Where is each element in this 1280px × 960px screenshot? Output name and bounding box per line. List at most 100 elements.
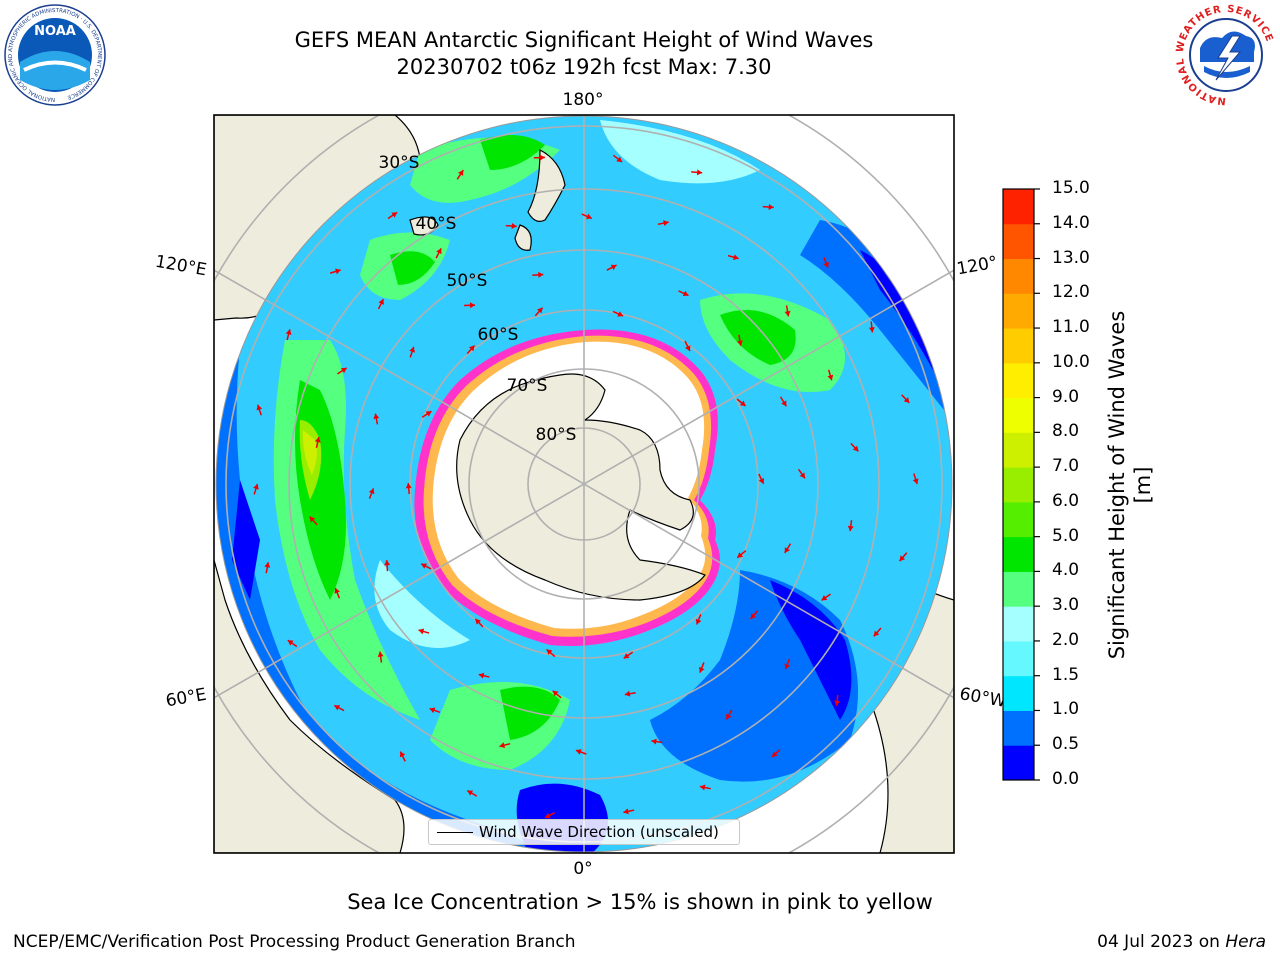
wind-wave-arrows: [194, 92, 977, 877]
wave-direction-arrowhead: [285, 329, 292, 335]
wave-direction-arrowhead: [784, 663, 791, 670]
wave-direction-arrowhead: [623, 653, 630, 659]
wave-direction-arrowhead: [781, 400, 787, 407]
wave-direction-arrowhead: [623, 808, 629, 815]
colorbar-band: [1003, 432, 1034, 468]
colorbar-band: [1003, 501, 1034, 538]
wave-direction-arrowhead: [873, 630, 880, 637]
wave-direction-arrowhead: [478, 672, 485, 679]
wave-patch-blue-west: [216, 280, 560, 852]
lat-label-70s: 70°S: [507, 376, 548, 396]
wave-direction-arrowhead: [256, 404, 263, 411]
wave-direction-arrowhead: [682, 290, 689, 297]
wave-direction-arrowhead: [651, 738, 657, 745]
lon-label-120w: 120°: [955, 253, 999, 280]
map-frame: [213, 114, 955, 854]
colorbar-band: [1003, 675, 1034, 711]
wave-direction-arrowhead: [684, 345, 691, 352]
wave-direction-arrowhead: [739, 400, 746, 406]
colorbar-band: [1003, 467, 1034, 503]
wave-direction-arrowhead: [967, 406, 973, 412]
wave-direction-arrowhead: [467, 790, 474, 796]
wave-direction-arrow: [194, 473, 196, 484]
wave-direction-arrowhead: [536, 307, 543, 314]
wave-direction-arrow: [463, 105, 470, 113]
wave-direction-arrowhead: [373, 413, 380, 420]
wave-direction-arrowhead: [399, 751, 406, 758]
wave-direction-arrowhead: [405, 483, 412, 489]
wave-direction-arrowhead: [469, 302, 476, 309]
lat-label-40s: 40°S: [416, 214, 457, 234]
lon-label-60w: 60°W: [958, 684, 1008, 712]
colorbar-tick-label: 13.0: [1052, 247, 1090, 268]
colorbar-tick-label: 7.0: [1052, 456, 1080, 477]
wave-direction-arrowhead: [511, 223, 517, 230]
wave-direction-arrowhead: [750, 613, 757, 619]
colorbar-band: [1003, 640, 1034, 677]
colorbar-band: [1003, 397, 1034, 433]
colorbar-tick-label: 15.0: [1052, 178, 1090, 198]
wave-direction-arrowhead: [204, 395, 210, 401]
wave-direction-arrowhead: [698, 666, 705, 673]
wave-direction-arrowhead: [378, 299, 384, 305]
wave-direction-arrowhead: [868, 327, 875, 333]
wave-direction-arrowhead: [409, 346, 415, 353]
wave-direction-arrowhead: [499, 742, 506, 749]
colorbar-label: Significant Height of Wind Waves [m]: [1105, 310, 1155, 660]
wave-direction-arrowhead: [726, 713, 732, 720]
wave-direction-arrowhead: [971, 490, 977, 495]
map-title: GEFS MEAN Antarctic Significant Height o…: [294, 28, 874, 52]
lon-label-120e: 120°E: [154, 252, 208, 281]
wave-direction-arrow: [534, 865, 543, 871]
wave-direction-arrowhead: [548, 92, 554, 98]
wave-direction-arrowhead: [468, 345, 475, 352]
wave-direction-arrow: [965, 403, 972, 411]
wave-direction-arrow: [543, 93, 554, 96]
wave-direction-arrowhead: [758, 477, 765, 484]
wave-direction-arrowhead: [616, 156, 623, 163]
wave-direction-arrowhead: [314, 437, 321, 443]
wave-direction-arrowhead: [699, 784, 706, 791]
lat-label-80s: 80°S: [536, 425, 577, 445]
colorbar-tick-label: 14.0: [1052, 212, 1090, 233]
wave-direction-arrowhead: [384, 560, 391, 566]
wave-direction-arrowhead: [899, 555, 906, 562]
colorbar-band: [1003, 536, 1034, 572]
lon-label-0: 0°: [573, 859, 592, 879]
nws-logo: NATIONAL WEATHER SERVICE: [1175, 4, 1276, 106]
wave-direction-arrowhead: [539, 154, 545, 161]
wave-direction-arrowhead: [624, 690, 631, 697]
colorbar-tick-label: 12.0: [1052, 282, 1090, 303]
wave-direction-arrow: [615, 872, 625, 877]
wave-direction-arrowhead: [309, 516, 316, 523]
wave-patch-blue-east: [800, 220, 952, 420]
colorbar-tick-label: 11.0: [1052, 317, 1090, 338]
wave-direction-arrowhead: [610, 264, 617, 271]
colorbar-band: [1003, 258, 1034, 294]
wave-direction-arrowhead: [912, 478, 919, 485]
colorbar-tick-label: 3.0: [1052, 595, 1080, 616]
wave-direction-arrowhead: [663, 220, 669, 227]
wave-direction-arrowhead: [546, 649, 553, 655]
wave-direction-arrowhead: [418, 628, 425, 635]
wave-direction-arrowhead: [391, 212, 398, 218]
colorbar-tick-label: 4.0: [1052, 560, 1080, 581]
wave-direction-arrowhead: [421, 563, 428, 569]
colorbar-tick-label: 10.0: [1052, 351, 1090, 372]
wave-direction-arrowhead: [733, 254, 739, 261]
wave-direction-arrow: [195, 557, 203, 565]
colorbar-band: [1003, 328, 1034, 364]
wave-direction-arrowhead: [287, 640, 294, 646]
land-new-zealand: [527, 149, 566, 222]
wave-direction-arrowhead: [195, 557, 201, 563]
polar-map: [194, 92, 977, 877]
wave-direction-arrowhead: [615, 872, 621, 877]
colorbar-frame: [1002, 188, 1035, 781]
noaa-logo-text: NOAA: [34, 24, 76, 39]
wave-direction-arrow: [696, 855, 704, 862]
wave-direction-arrowhead: [736, 340, 743, 346]
colorbar-tick-label: 1.5: [1052, 664, 1080, 685]
colorbar-tick-label: 0.0: [1052, 769, 1080, 789]
lon-label-180: 180°: [563, 90, 604, 110]
